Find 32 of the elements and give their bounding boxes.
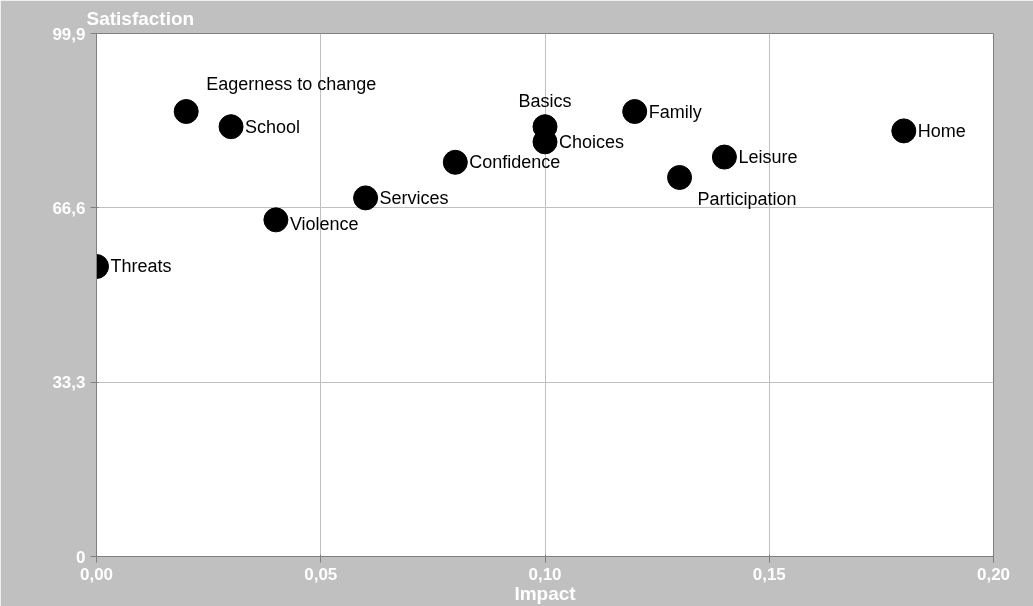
x-axis-title: Impact (514, 582, 577, 604)
point (442, 149, 468, 175)
annotation: Basics (518, 90, 572, 111)
y-tick-label: 66,6 (52, 198, 86, 218)
annotation: School (245, 116, 301, 137)
annotation: Violence (289, 213, 359, 234)
point (173, 99, 199, 124)
annotation: Eagerness to change (206, 73, 377, 94)
annotation: Home (917, 120, 966, 141)
point (263, 207, 289, 233)
point (218, 114, 244, 140)
x-tick-label: 0,10 (528, 564, 562, 584)
y-tick-label: 33,3 (52, 373, 86, 393)
annotation: Family (648, 101, 702, 122)
x-tick-label: 0,05 (304, 564, 338, 584)
annotation: Participation (697, 189, 797, 210)
point (353, 185, 379, 211)
point (622, 99, 648, 124)
point (711, 144, 737, 170)
annotation: Leisure (738, 147, 798, 168)
x-tick-label: 0,20 (976, 564, 1011, 584)
annotation: Services (379, 187, 449, 208)
y-axis-title: Satisfaction (86, 7, 195, 29)
x-tick-label: 0,15 (752, 564, 786, 584)
x-tick-label: 0,00 (79, 564, 114, 584)
annotation: Choices (559, 131, 625, 152)
annotation: Threats (110, 256, 172, 277)
y-tick-label: 99,9 (52, 24, 86, 44)
annotation: Confidence (469, 152, 561, 173)
y-tick-label: 0 (76, 547, 86, 567)
point (667, 164, 693, 190)
point (891, 118, 917, 144)
